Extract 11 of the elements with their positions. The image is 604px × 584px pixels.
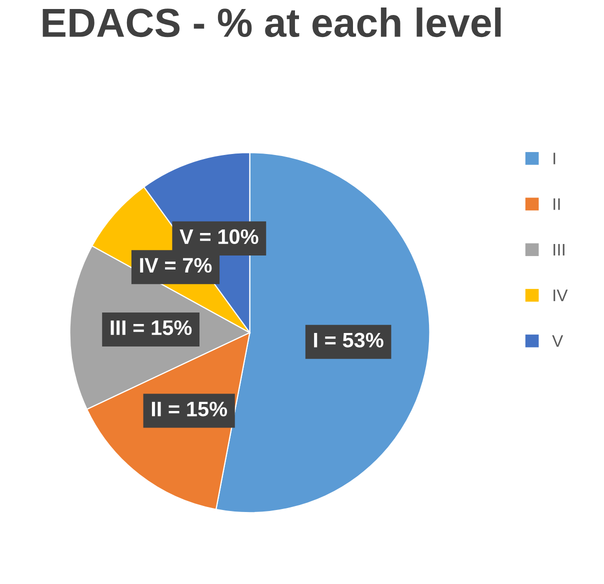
data-label: IV = 7% — [140, 258, 212, 273]
data-label: III = 15% — [110, 320, 192, 336]
data-label: V = 10% — [180, 229, 258, 244]
data-label: II = 15% — [152, 402, 228, 416]
legend-label: III — [554, 244, 564, 256]
data-label: I = 53% — [314, 332, 384, 348]
legend-label: II — [554, 198, 560, 210]
chart-title: EDACS - % at each level — [42, 8, 501, 38]
legend-label: IV — [554, 290, 568, 302]
legend-label: V — [552, 335, 564, 347]
legend-label: I — [554, 152, 556, 164]
